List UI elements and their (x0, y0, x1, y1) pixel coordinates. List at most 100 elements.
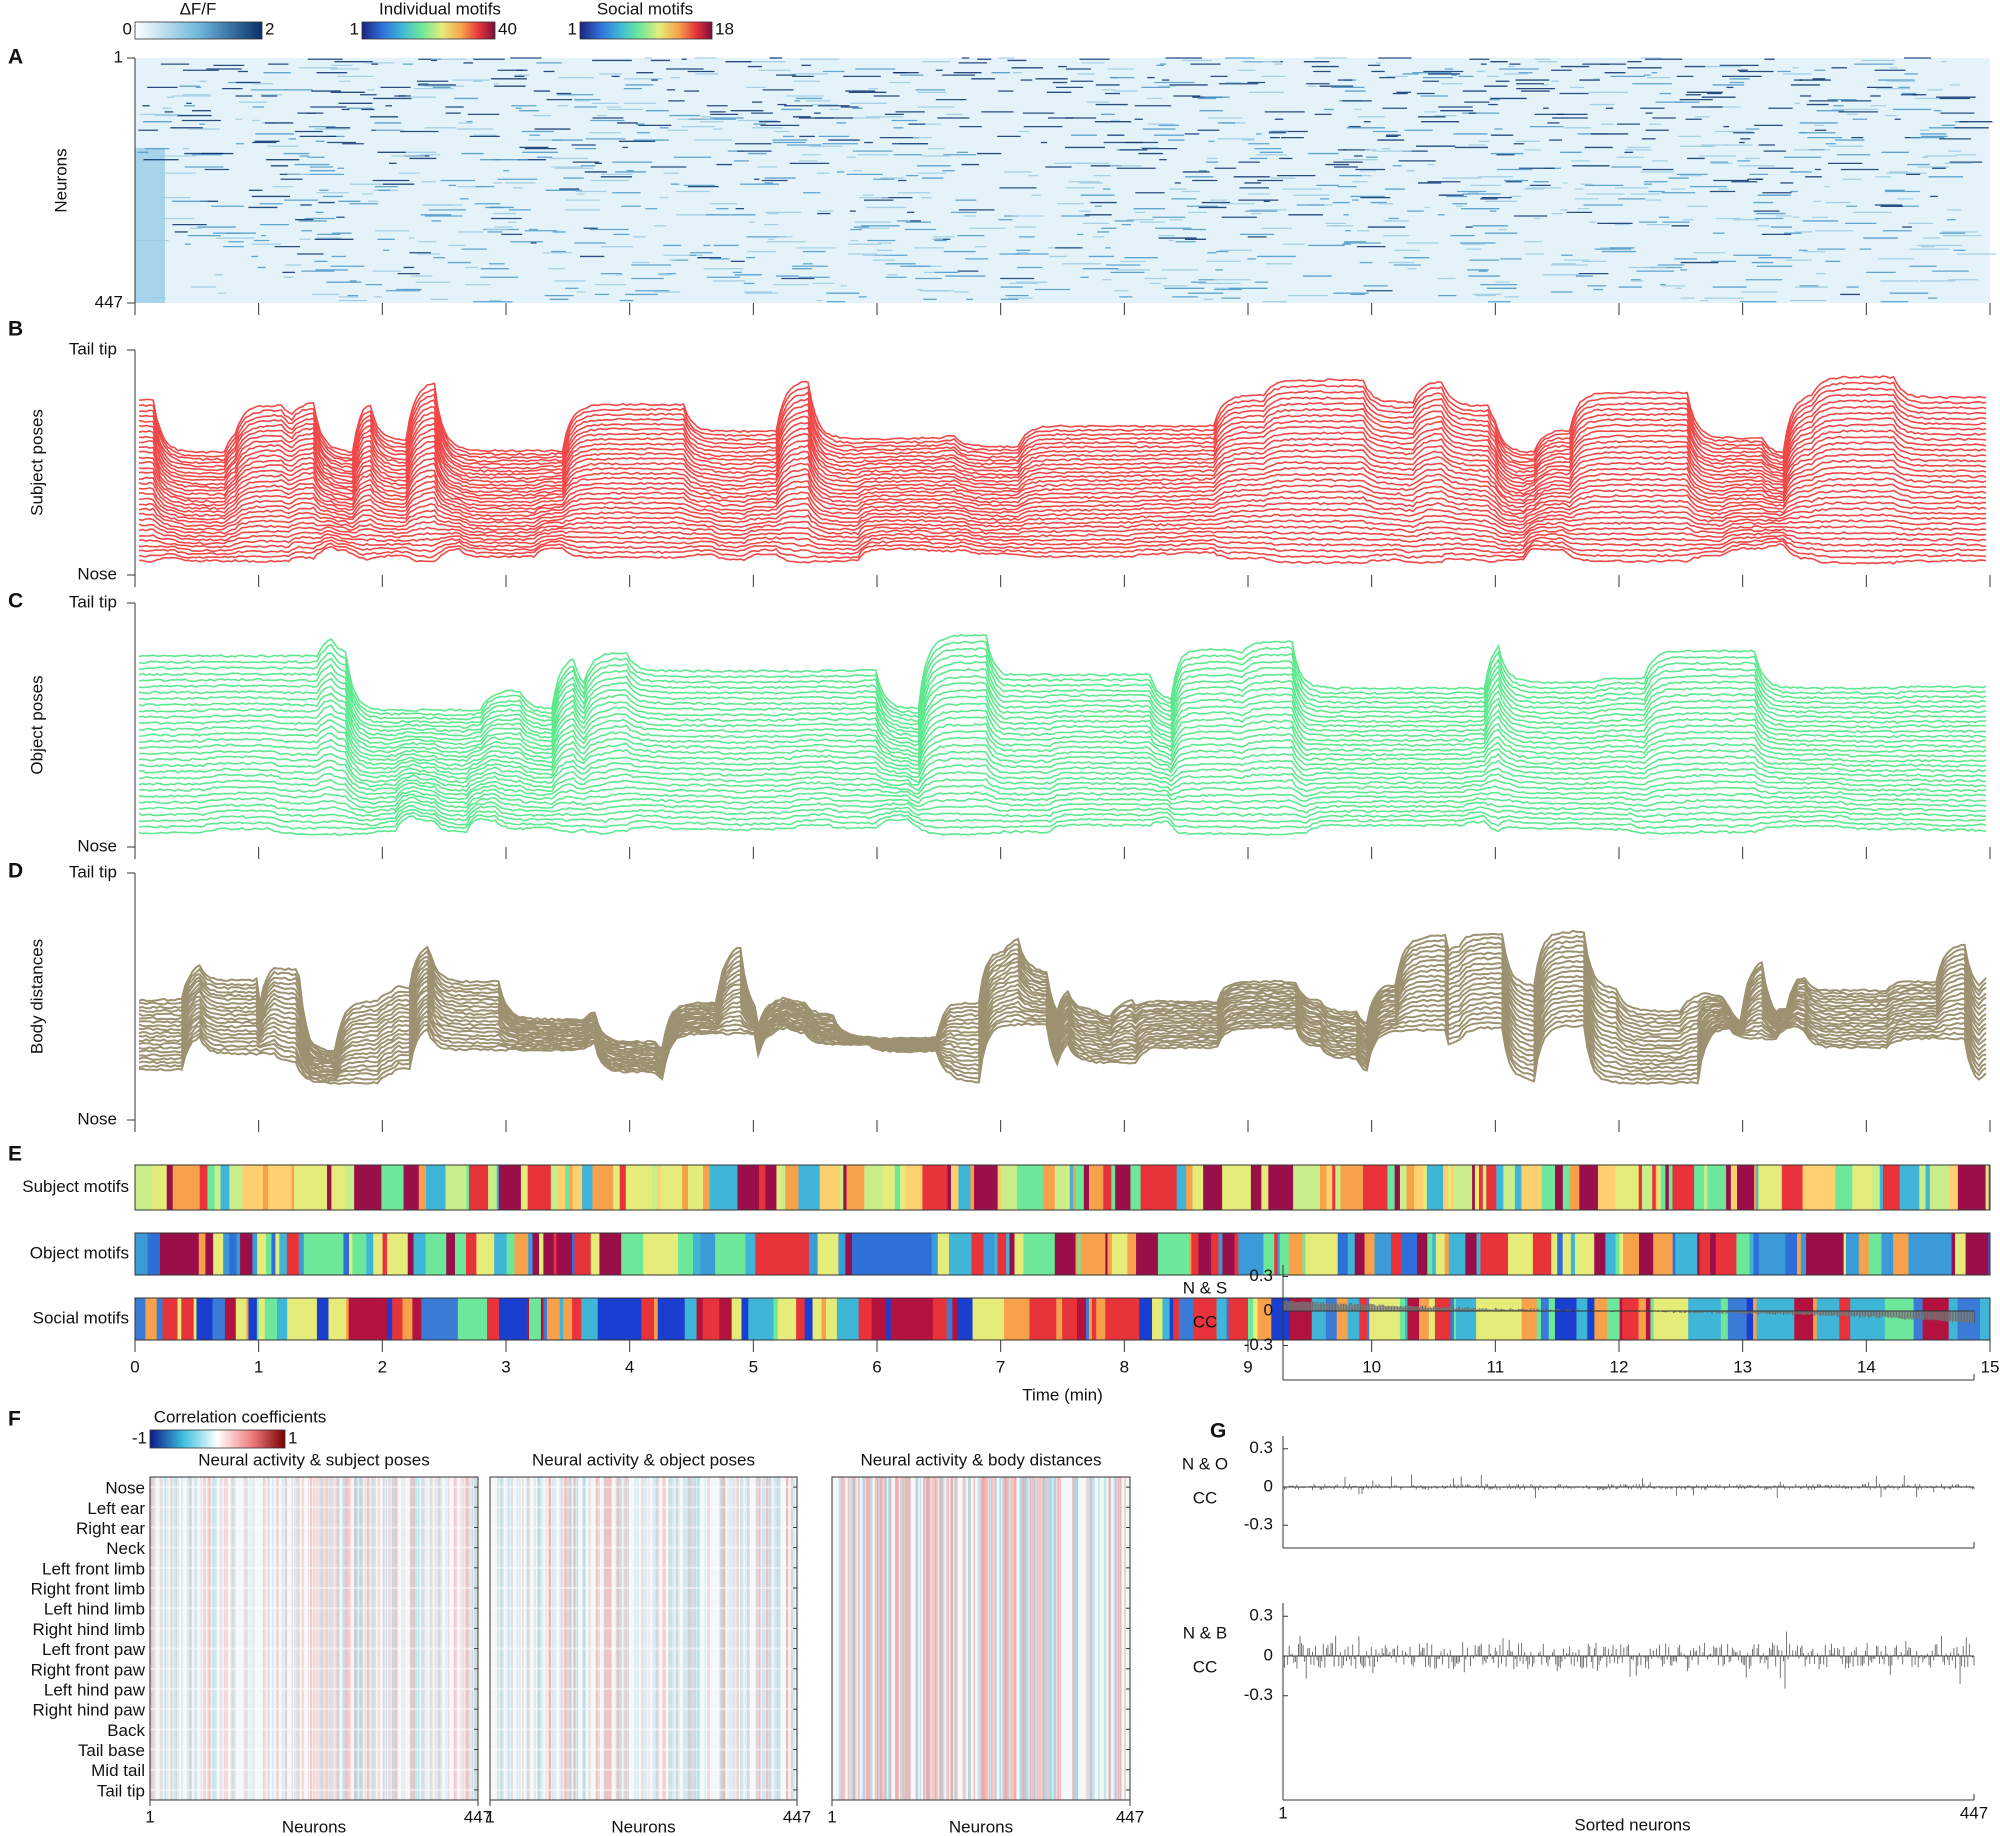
trace (138, 435, 1987, 490)
trace (139, 483, 1987, 518)
motif-segment (1881, 1233, 1894, 1275)
motif-segment (229, 1233, 237, 1275)
motif-segment (267, 1165, 293, 1210)
colorbar (134, 21, 263, 40)
motif-segment (571, 1233, 575, 1275)
motif-segment (1056, 1298, 1063, 1340)
motif-segment (1597, 1165, 1616, 1210)
motif-segment (1406, 1165, 1415, 1210)
motif-segment (1289, 1165, 1294, 1210)
x-tick-label: 447 (783, 1807, 811, 1826)
motif-segment (135, 1233, 148, 1275)
motif-segment (764, 1233, 810, 1275)
motif-segment (494, 1233, 508, 1275)
motif-segment (223, 1233, 230, 1275)
trace (138, 743, 1987, 780)
y-tick-label: 447 (95, 292, 123, 311)
subplot-title: Neural activity & object poses (532, 1450, 755, 1469)
motif-segment (1474, 1165, 1480, 1210)
motif-segment (1247, 1298, 1254, 1340)
trace (138, 519, 1986, 539)
heatmap-frame (489, 1476, 798, 1801)
motif-segment (1622, 1298, 1639, 1340)
motif-segment (1736, 1233, 1750, 1275)
motif-segment (858, 1298, 869, 1340)
motif-segment (1274, 1233, 1278, 1275)
motif-segment (1908, 1233, 1930, 1275)
trace (138, 674, 1987, 737)
motif-segment (565, 1165, 571, 1210)
trace (138, 757, 1987, 788)
motif-segment (1465, 1233, 1477, 1275)
panel-label: B (8, 318, 23, 341)
x-tick-label: 7 (996, 1357, 1005, 1376)
motif-segment (407, 1233, 414, 1275)
motif-segment (354, 1165, 382, 1210)
motif-segment (582, 1165, 593, 1210)
motif-segment (1450, 1165, 1454, 1210)
trace (138, 647, 1987, 721)
motif-segment (1189, 1233, 1192, 1275)
x-tick-label: 9 (1243, 1357, 1252, 1376)
motif-segment (412, 1298, 422, 1340)
motif-segment (838, 1233, 846, 1275)
motif-segment (1006, 1233, 1010, 1275)
motif-segment (1587, 1298, 1595, 1340)
motif-segment (836, 1298, 845, 1340)
motif-segment (532, 1233, 540, 1275)
motif-segment (1574, 1233, 1595, 1275)
motif-segment (1655, 1165, 1659, 1210)
trace (138, 969, 1987, 1067)
motif-segment (1023, 1233, 1056, 1275)
motif-segment (387, 1233, 409, 1275)
motif-segment (276, 1298, 288, 1340)
motif-segment (1359, 1298, 1368, 1340)
motif-segment (520, 1165, 529, 1210)
motif-segment (1619, 1233, 1624, 1275)
motif-segment (1514, 1165, 1522, 1210)
motif-segment (172, 1165, 201, 1210)
motif-segment (572, 1298, 582, 1340)
motif-segment (1660, 1165, 1666, 1210)
trace (138, 1003, 1987, 1078)
row-label: Subject motifs (22, 1177, 129, 1196)
motif-segment (621, 1233, 644, 1275)
trace (138, 999, 1987, 1077)
motif-segment (1459, 1165, 1470, 1210)
motif-segment (1211, 1165, 1223, 1210)
trace (138, 736, 1987, 775)
motif-segment (514, 1233, 529, 1275)
x-tick-label: 12 (1610, 1357, 1629, 1376)
motif-segment (781, 1165, 786, 1210)
motif-segment (207, 1165, 215, 1210)
motif-segment (719, 1298, 733, 1340)
motif-segment (1668, 1165, 1673, 1210)
trace (138, 459, 1987, 504)
row-label: Mid tail (91, 1761, 145, 1780)
trace (138, 1022, 1987, 1085)
motif-segment (527, 1165, 535, 1210)
motif-segment (529, 1298, 542, 1340)
motif-segment (1715, 1233, 1737, 1275)
motif-segment (437, 1298, 459, 1340)
x-tick-label: 447 (1116, 1807, 1144, 1826)
y-tick-label: Nose (77, 836, 117, 855)
y-axis-label: Neurons (51, 148, 70, 212)
motif-segment (457, 1298, 488, 1340)
motif-segment (1802, 1165, 1812, 1210)
motif-segment (1872, 1165, 1881, 1210)
x-tick-label: 13 (1733, 1357, 1752, 1376)
x-tick-label: 447 (464, 1807, 492, 1826)
motif-segment (1658, 1165, 1662, 1210)
colorbar (149, 1429, 286, 1449)
motif-segment (1988, 1233, 1991, 1275)
motif-segment (745, 1233, 756, 1275)
y-axis-label: Subject poses (27, 409, 46, 516)
motif-segment (1845, 1233, 1860, 1275)
motif-segment (581, 1298, 599, 1340)
motif-segment (1186, 1165, 1193, 1210)
motif-segment (1288, 1233, 1304, 1275)
motif-segment (1305, 1233, 1339, 1275)
motif-segment (845, 1233, 853, 1275)
trace (138, 542, 1987, 565)
